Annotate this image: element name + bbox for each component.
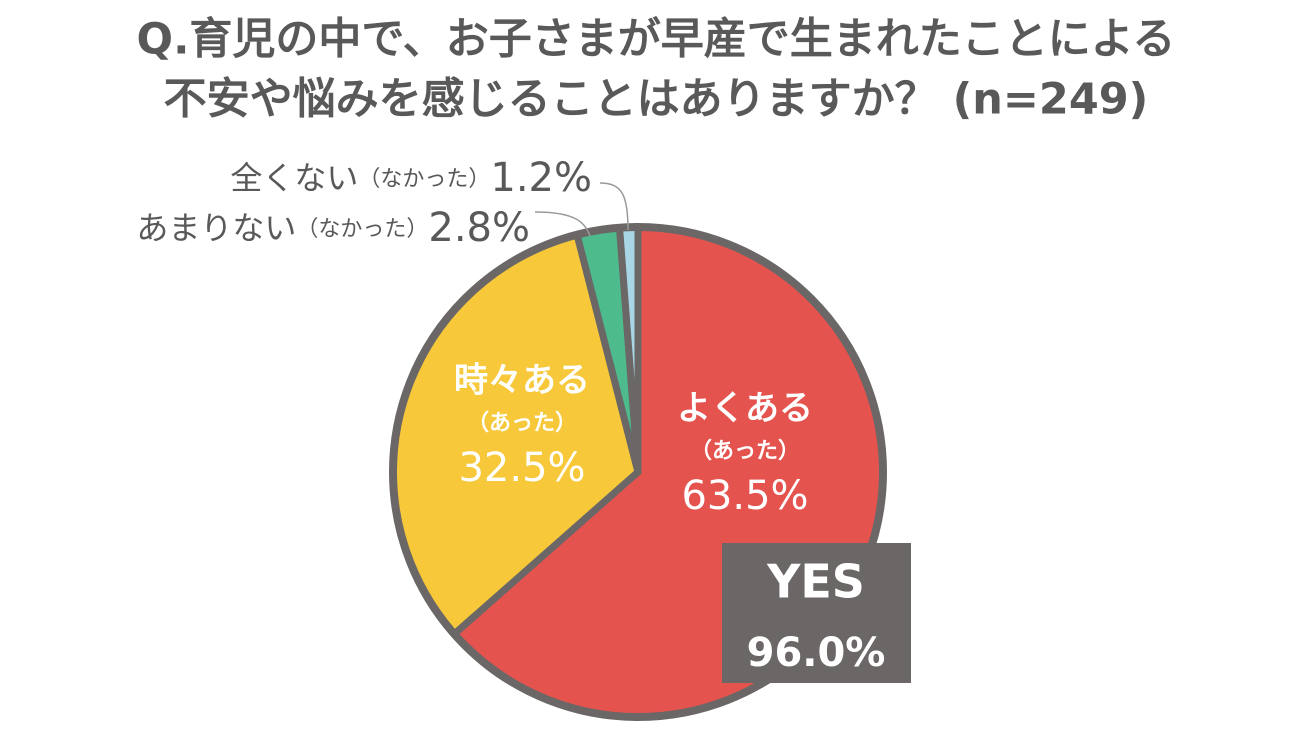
value-label: 63.5% xyxy=(681,473,808,519)
slice-note: （あった） xyxy=(467,411,577,436)
value-label: 32.5% xyxy=(458,445,585,491)
pie-border xyxy=(389,223,887,721)
chart-title: Q.育児の中で、お子さまが早産で生まれたことによる xyxy=(137,15,1176,65)
leader-line xyxy=(599,182,629,231)
slice-note: （なかった） xyxy=(358,167,490,192)
value-label: 2.8% xyxy=(428,205,530,251)
slice-label-name: 全くない xyxy=(230,159,358,197)
leader-line xyxy=(534,211,591,237)
chart-title: 不安や悩みを感じることはありますか？ (n=249) xyxy=(164,75,1149,125)
slice-label: よくある xyxy=(677,389,813,429)
annotation-value: 96.0% xyxy=(747,630,886,676)
annotation-box xyxy=(722,543,911,683)
slice-note: （なかった） xyxy=(296,217,428,242)
value-label: 1.2% xyxy=(490,155,592,201)
slice-label: 全くない（なかった）1.2% xyxy=(230,155,592,201)
slice-label-name: あまりない xyxy=(136,209,296,247)
slice-label: あまりない（なかった）2.8% xyxy=(136,205,530,251)
annotation-label: YES xyxy=(766,555,865,609)
slice-note: （あった） xyxy=(690,439,800,464)
slice-label: 時々ある xyxy=(454,361,590,401)
